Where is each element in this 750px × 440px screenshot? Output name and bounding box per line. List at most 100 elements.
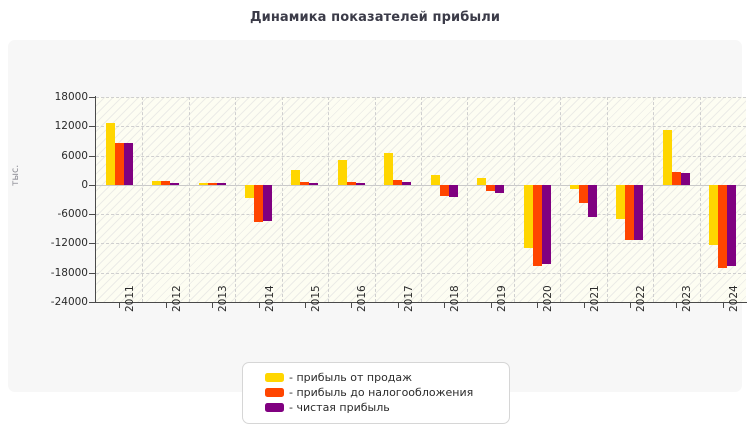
bar-прибыль-до-налогообложения-2016[interactable]: [346, 181, 356, 185]
bar-прибыль-от-продаж-2017[interactable]: [384, 153, 394, 185]
x-axis-tick: [722, 302, 724, 308]
bar-чистая-прибыль-2024[interactable]: [727, 184, 737, 267]
legend-item[interactable]: - прибыль до налогообложения: [243, 385, 509, 400]
bar-чистая-прибыль-2019[interactable]: [495, 184, 505, 193]
y-axis-tick-label: 18000: [54, 91, 88, 103]
bar-прибыль-до-налогообложения-2014[interactable]: [254, 184, 263, 222]
bar-чистая-прибыль-2023[interactable]: [680, 173, 690, 185]
bar-прибыль-от-продаж-2016[interactable]: [337, 160, 347, 185]
bar-прибыль-до-налогообложения-2019[interactable]: [486, 184, 496, 191]
bar-прибыль-до-налогообложения-2022[interactable]: [625, 184, 635, 241]
y-axis-tick-label: -12000: [50, 237, 88, 250]
y-axis-tick: [89, 155, 95, 157]
chart-panel: тыс. 18000 12000 6000 0 -6000 -12000 -18000 -24…: [8, 40, 747, 424]
gridline-vertical: [188, 97, 190, 302]
bar-прибыль-до-налогообложения-2011[interactable]: [114, 142, 124, 185]
gridline-vertical: [513, 97, 515, 302]
gridline-vertical: [235, 97, 237, 302]
x-axis-tick-label: 2016: [356, 285, 369, 312]
y-axis-tick: [89, 214, 95, 216]
bar-чистая-прибыль-2017[interactable]: [402, 182, 412, 185]
x-axis-tick: [258, 302, 260, 308]
bar-прибыль-от-продаж-2013[interactable]: [198, 183, 208, 185]
x-axis-tick-label: 2022: [634, 285, 647, 312]
bar-прибыль-от-продаж-2024[interactable]: [709, 184, 719, 245]
bar-прибыль-до-налогообложения-2015[interactable]: [300, 182, 310, 185]
bar-чистая-прибыль-2011[interactable]: [123, 142, 133, 185]
bar-чистая-прибыль-2015[interactable]: [309, 182, 319, 185]
legend-label: - прибыль от продаж: [289, 371, 413, 384]
bar-прибыль-до-налогообложения-2023[interactable]: [671, 171, 681, 185]
x-axis-tick: [119, 302, 121, 308]
y-axis-tick-label: -18000: [50, 266, 88, 279]
bar-чистая-прибыль-2014[interactable]: [263, 184, 272, 221]
bar-чистая-прибыль-2022[interactable]: [634, 184, 644, 241]
bar-прибыль-до-налогообложения-2024[interactable]: [718, 184, 728, 268]
y-axis-tick: [89, 97, 95, 98]
bar-прибыль-до-налогообложения-2020[interactable]: [532, 184, 542, 267]
x-axis-tick-label: 2023: [681, 285, 694, 312]
bar-прибыль-от-продаж-2022[interactable]: [616, 184, 626, 219]
y-axis-tick: [89, 243, 95, 245]
gridline-vertical: [560, 97, 562, 302]
x-axis-tick: [165, 302, 167, 308]
x-axis-tick: [676, 302, 678, 308]
x-axis-tick: [212, 302, 214, 308]
gridline-vertical: [142, 97, 144, 302]
x-axis-tick: [629, 302, 631, 308]
bar-прибыль-от-продаж-2020[interactable]: [523, 184, 533, 249]
x-axis-tick: [351, 302, 353, 308]
bar-прибыль-от-продаж-2021[interactable]: [570, 184, 579, 189]
legend-swatch-icon: [265, 388, 284, 397]
bar-прибыль-до-налогообложения-2021[interactable]: [579, 184, 588, 203]
x-axis-tick-label: 2021: [588, 285, 601, 312]
legend-swatch-icon: [265, 403, 284, 412]
bar-прибыль-от-продаж-2011[interactable]: [105, 123, 115, 185]
bar-прибыль-от-продаж-2012[interactable]: [152, 181, 162, 185]
x-axis-tick-label: 2014: [263, 285, 276, 312]
gridline-vertical: [606, 97, 608, 302]
bar-прибыль-от-продаж-2019[interactable]: [477, 177, 487, 185]
x-axis-tick: [397, 302, 399, 308]
y-axis-tick-label: 6000: [61, 149, 88, 162]
y-axis-tick-label: 0: [81, 178, 88, 191]
x-axis-tick-label: 2012: [170, 285, 183, 312]
bar-прибыль-до-налогообложения-2017[interactable]: [393, 180, 403, 185]
bar-прибыль-от-продаж-2014[interactable]: [245, 184, 254, 199]
bar-прибыль-от-продаж-2018[interactable]: [430, 175, 440, 185]
x-axis-line: [95, 302, 747, 303]
y-axis-tick: [89, 302, 95, 303]
gridline-vertical: [467, 97, 469, 302]
y-axis-tick: [89, 126, 95, 128]
y-axis-tick-label: -24000: [50, 296, 88, 308]
gridline-vertical: [699, 97, 701, 302]
gridline-vertical: [281, 97, 283, 302]
x-axis-tick-label: 2011: [124, 285, 137, 312]
bar-прибыль-от-продаж-2015[interactable]: [291, 169, 301, 185]
y-axis-tick: [89, 272, 95, 274]
bar-чистая-прибыль-2012[interactable]: [170, 182, 180, 185]
bar-прибыль-до-налогообложения-2018[interactable]: [439, 184, 449, 197]
bar-чистая-прибыль-2020[interactable]: [541, 184, 551, 265]
x-axis-tick-label: 2013: [217, 285, 230, 312]
gridline-vertical: [328, 97, 330, 302]
bar-чистая-прибыль-2021[interactable]: [588, 184, 597, 217]
gridline-vertical: [421, 97, 422, 302]
x-axis-tick-label: 2019: [495, 285, 508, 312]
y-axis-line: [95, 96, 96, 303]
bar-прибыль-до-налогообложения-2013[interactable]: [207, 182, 217, 185]
chart-legend: - прибыль от продаж - прибыль до налогооб…: [242, 362, 510, 424]
y-axis-labels: 18000 12000 6000 0 -6000 -12000 -18000 -24000: [12, 40, 88, 440]
bar-чистая-прибыль-2018[interactable]: [448, 184, 458, 197]
x-axis-tick: [304, 302, 306, 308]
bar-прибыль-до-налогообложения-2012[interactable]: [161, 180, 171, 185]
page-title: Динамика показателей прибыли: [249, 10, 501, 25]
bar-чистая-прибыль-2016[interactable]: [355, 182, 365, 185]
legend-label: - прибыль до налогообложения: [289, 386, 474, 399]
legend-item[interactable]: - прибыль от продаж: [243, 370, 509, 385]
x-axis-tick-label: 2017: [402, 285, 415, 312]
bar-прибыль-от-продаж-2023[interactable]: [662, 130, 672, 185]
x-axis-tick: [444, 302, 446, 308]
bar-чистая-прибыль-2013[interactable]: [216, 182, 226, 185]
legend-item[interactable]: - чистая прибыль: [243, 400, 509, 415]
